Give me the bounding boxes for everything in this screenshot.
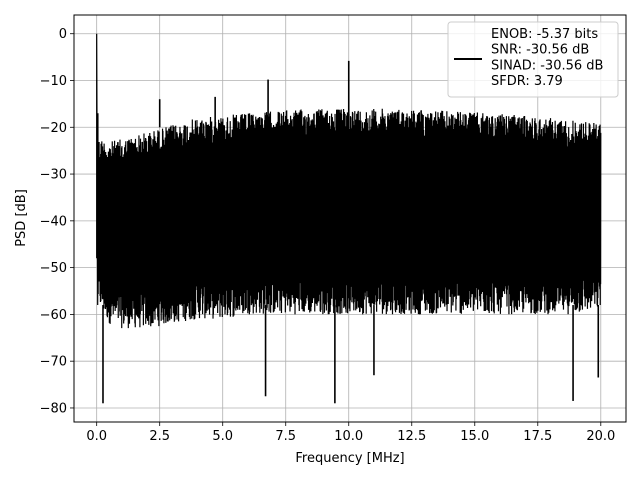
x-tick-label: 17.5 bbox=[523, 429, 552, 444]
y-tick-label: −30 bbox=[40, 168, 67, 183]
y-tick-label: −70 bbox=[40, 355, 67, 370]
x-axis-ticks: 0.0 2.5 5.0 7.5 10.0 12.5 15.0 17.5 20.0 bbox=[86, 422, 615, 444]
y-tick-label: 0 bbox=[59, 27, 67, 42]
y-tick-label: −40 bbox=[40, 214, 67, 229]
x-tick-label: 20.0 bbox=[586, 429, 615, 444]
y-axis-ticks: 0 −10 −20 −30 −40 −50 −60 −70 −80 bbox=[40, 27, 74, 416]
y-tick-label: −50 bbox=[40, 261, 67, 276]
legend-box bbox=[447, 21, 619, 98]
y-tick-label: −10 bbox=[40, 74, 67, 89]
legend-line-1: ENOB: -5.37 bits bbox=[491, 27, 598, 42]
x-tick-label: 0.0 bbox=[86, 429, 107, 444]
psd-trace bbox=[96, 33, 602, 404]
x-tick-label: 15.0 bbox=[460, 429, 489, 444]
x-tick-label: 5.0 bbox=[212, 429, 233, 444]
legend-line-3: SINAD: -30.56 dB bbox=[491, 58, 603, 73]
x-axis-label: Frequency [MHz] bbox=[295, 451, 404, 466]
legend-line-4: SFDR: 3.79 bbox=[491, 74, 563, 89]
y-tick-label: −80 bbox=[40, 401, 67, 416]
y-axis-label: PSD [dB] bbox=[14, 189, 29, 247]
x-tick-label: 10.0 bbox=[334, 429, 363, 444]
x-tick-label: 12.5 bbox=[397, 429, 426, 444]
y-tick-label: −60 bbox=[40, 308, 67, 323]
legend-line-2: SNR: -30.56 dB bbox=[491, 43, 589, 58]
psd-noise-line bbox=[96, 33, 602, 329]
y-tick-label: −20 bbox=[40, 121, 67, 136]
plot-frame bbox=[73, 14, 627, 423]
x-tick-label: 7.5 bbox=[275, 429, 296, 444]
x-tick-label: 2.5 bbox=[149, 429, 170, 444]
